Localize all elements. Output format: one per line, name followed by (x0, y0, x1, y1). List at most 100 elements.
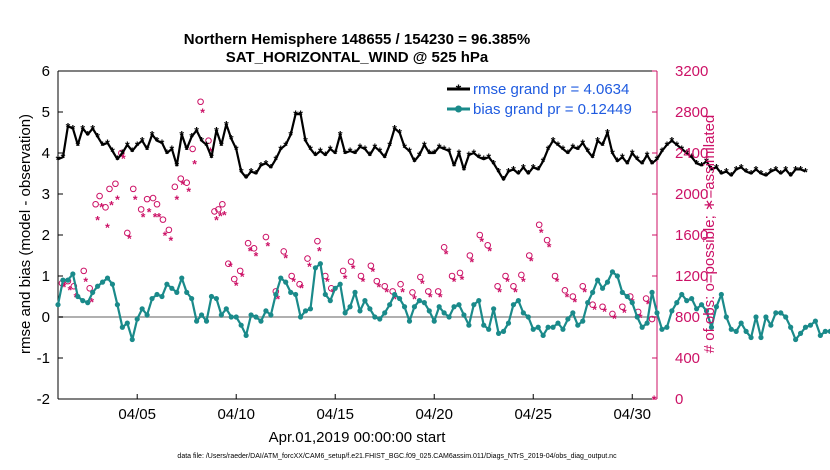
obs-assimilated-point: * (283, 252, 288, 266)
obs-assimilated-point: * (438, 291, 443, 305)
obs-assimilated-point: * (572, 296, 577, 310)
obs-assimilated-point: * (234, 279, 239, 293)
bias-point (377, 316, 383, 322)
bias-point (104, 275, 111, 281)
bias-point (392, 291, 398, 298)
rmse-point: * (590, 151, 595, 165)
rmse-point: * (496, 165, 501, 179)
bias-point (694, 306, 700, 312)
bias-point (278, 275, 284, 281)
obs-possible-point (230, 275, 238, 283)
rmse-point: * (194, 124, 199, 138)
obs-possible-point (177, 175, 185, 182)
rmse-point: * (130, 145, 135, 159)
bias-point (223, 306, 229, 312)
bias-point (619, 289, 625, 295)
bias-point (743, 328, 749, 334)
legend-rmse-label: rmse grand pr = 4.0634 (473, 81, 629, 98)
bias-point (505, 320, 512, 326)
rmse-point: * (328, 143, 333, 157)
obs-assimilated-point: * (325, 275, 330, 289)
bias-point (367, 306, 373, 312)
bias-point (218, 312, 224, 318)
bias-point (555, 320, 561, 326)
rmse-point: * (566, 147, 571, 161)
bias-point (342, 310, 348, 316)
rmse-point: * (397, 127, 402, 141)
rmse-point: * (754, 163, 759, 177)
bias-point (807, 322, 814, 328)
rmse-point: * (511, 163, 516, 177)
obs-possible-point (543, 236, 551, 244)
obs-assimilated-point: * (95, 214, 100, 228)
bias-point (263, 308, 269, 314)
rmse-point: * (189, 131, 194, 145)
rmse-point: * (204, 139, 209, 153)
rmse-point: * (674, 139, 679, 153)
rmse-point: * (689, 151, 694, 165)
rmse-point: * (625, 157, 630, 171)
bias-point (545, 324, 551, 330)
obs-possible-point (165, 226, 173, 234)
obs-assimilated-point: * (121, 152, 126, 166)
bias-point (139, 306, 145, 312)
rmse-point: * (278, 143, 283, 157)
rmse-point: * (61, 151, 66, 165)
obs-assimilated-point: * (479, 235, 484, 249)
obs-possible-point (86, 285, 93, 292)
bias-point (753, 314, 759, 320)
plot-area (58, 71, 657, 399)
bias-point (827, 328, 830, 334)
obs-possible-point (525, 252, 533, 259)
obs-assimilated-point: * (68, 283, 73, 297)
bias-point (703, 308, 710, 314)
y-tick-label: 3 (42, 186, 50, 203)
bias-point (75, 293, 81, 300)
obs-assimilated-point: * (470, 256, 475, 270)
legend: * rmse grand pr = 4.0634 bias grand pr =… (441, 77, 651, 119)
obs-assimilated-point: * (307, 260, 312, 274)
bias-point (456, 302, 462, 308)
bias-point (748, 334, 754, 341)
bias-point (604, 279, 611, 285)
obs-assimilated-point: * (208, 145, 213, 159)
bias-point (411, 304, 418, 310)
rmse-point: * (80, 122, 85, 136)
obs-assimilated-point: * (612, 312, 617, 326)
bias-point (95, 283, 101, 289)
obs-possible-point (367, 262, 375, 270)
y-axis-label: rmse and bias (model - observation) (17, 114, 34, 354)
rmse-point: * (417, 149, 422, 163)
bias-point (560, 326, 566, 332)
bias-point (649, 289, 655, 295)
obs-assimilated-point: * (115, 193, 120, 207)
y-tick-label: 1 (42, 268, 50, 285)
obs-assimilated-point: * (361, 275, 366, 289)
obs-possible-point (599, 303, 606, 311)
rmse-point: * (363, 143, 368, 157)
bias-point (486, 326, 492, 332)
footnote: data file: /Users/raeder/DAI/ATM_forcXX/… (177, 453, 617, 460)
bias-point (431, 318, 437, 324)
obs-possible-point (535, 221, 543, 229)
bias-point (728, 326, 734, 332)
bias-point (387, 302, 393, 308)
obs-possible-point (149, 194, 157, 202)
bias-point (565, 316, 571, 322)
rmse-point: * (556, 139, 561, 153)
bias-point (174, 289, 180, 295)
y-tick-label: 2 (42, 227, 50, 244)
bias-point (322, 291, 328, 298)
obs-possible-point (215, 206, 222, 213)
rmse-point: * (298, 108, 303, 122)
rmse-point: * (249, 165, 254, 179)
rmse-point: * (140, 135, 145, 149)
y-tick-label: -2 (37, 391, 50, 408)
rmse-point: * (412, 155, 417, 169)
obs-possible-point (183, 179, 191, 187)
obs-possible-point (642, 295, 650, 302)
rmse-point: * (115, 153, 120, 167)
bias-point (293, 291, 299, 298)
bias-point (426, 308, 432, 314)
rmse-point: * (471, 147, 476, 161)
